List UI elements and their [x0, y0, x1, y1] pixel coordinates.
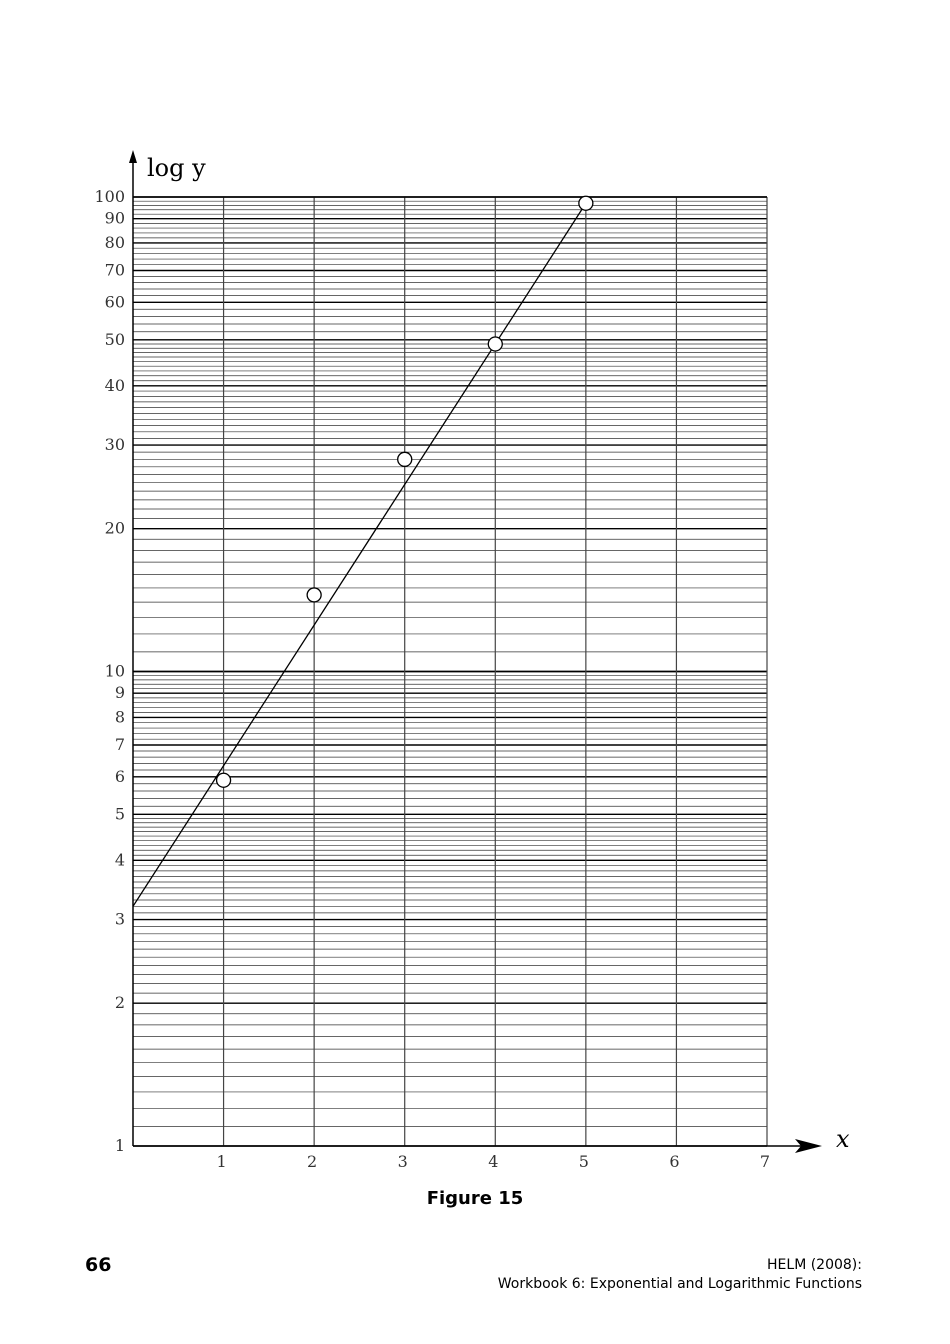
axes: log y x — [129, 150, 850, 1153]
figure-caption: Figure 15 — [426, 1188, 524, 1209]
x-tick-label: 2 — [307, 1152, 317, 1171]
y-tick-label: 3 — [115, 910, 125, 929]
data-point — [397, 451, 413, 467]
y-tick-label: 30 — [105, 435, 125, 454]
y-tick-label: 50 — [105, 330, 125, 349]
y-tick-label: 1 — [115, 1136, 125, 1155]
y-tick-label: 60 — [105, 292, 125, 311]
graph-paper-grid — [133, 196, 768, 1147]
x-axis-label: x — [836, 1125, 850, 1153]
x-tick-label: 5 — [579, 1152, 589, 1171]
log-graph-chart: log y x 1 2 3 4 5 6 7 8 9 10 20 30 40 50 60 70 80 90 100 1 2… — [94, 150, 850, 1171]
y-tick-label: 9 — [115, 683, 125, 702]
y-tick-label: 5 — [115, 804, 125, 823]
footer-source: HELM (2008): Workbook 6: Exponential and… — [498, 1256, 862, 1294]
y-axis-arrow-icon — [129, 150, 137, 163]
x-tick-label: 6 — [669, 1152, 679, 1171]
y-tick-label: 7 — [115, 735, 125, 754]
y-tick-label: 40 — [105, 376, 125, 395]
data-point — [578, 195, 594, 211]
page-number: 66 — [85, 1254, 112, 1276]
tick-labels: 1 2 3 4 5 6 7 8 9 10 20 30 40 50 60 70 80 90 100 1 2 3 4 5 6 7 — [94, 187, 770, 1171]
data-point — [487, 336, 503, 352]
data-series — [132, 195, 594, 907]
x-tick-label: 3 — [398, 1152, 408, 1171]
data-point — [306, 587, 322, 603]
y-tick-label: 90 — [105, 209, 125, 228]
y-tick-label: 6 — [115, 767, 125, 786]
y-tick-label: 80 — [105, 233, 125, 252]
footer-source-title: HELM (2008): — [767, 1257, 862, 1273]
footer-workbook-title: Workbook 6: Exponential and Logarithmic … — [497, 1276, 862, 1292]
best-fit-line — [132, 202, 587, 907]
data-point — [215, 772, 232, 788]
x-axis-arrow-icon — [795, 1139, 822, 1153]
y-tick-label: 4 — [115, 850, 125, 869]
x-tick-label: 7 — [760, 1152, 770, 1171]
y-tick-label: 8 — [115, 707, 125, 726]
y-tick-label: 20 — [105, 519, 125, 538]
y-tick-label: 70 — [105, 261, 125, 280]
y-axis-label: log y — [147, 154, 206, 182]
y-tick-label: 10 — [105, 662, 125, 681]
y-tick-label: 100 — [94, 187, 125, 206]
x-tick-label: 4 — [488, 1152, 498, 1171]
y-tick-label: 2 — [115, 993, 125, 1012]
x-tick-label: 1 — [216, 1152, 226, 1171]
